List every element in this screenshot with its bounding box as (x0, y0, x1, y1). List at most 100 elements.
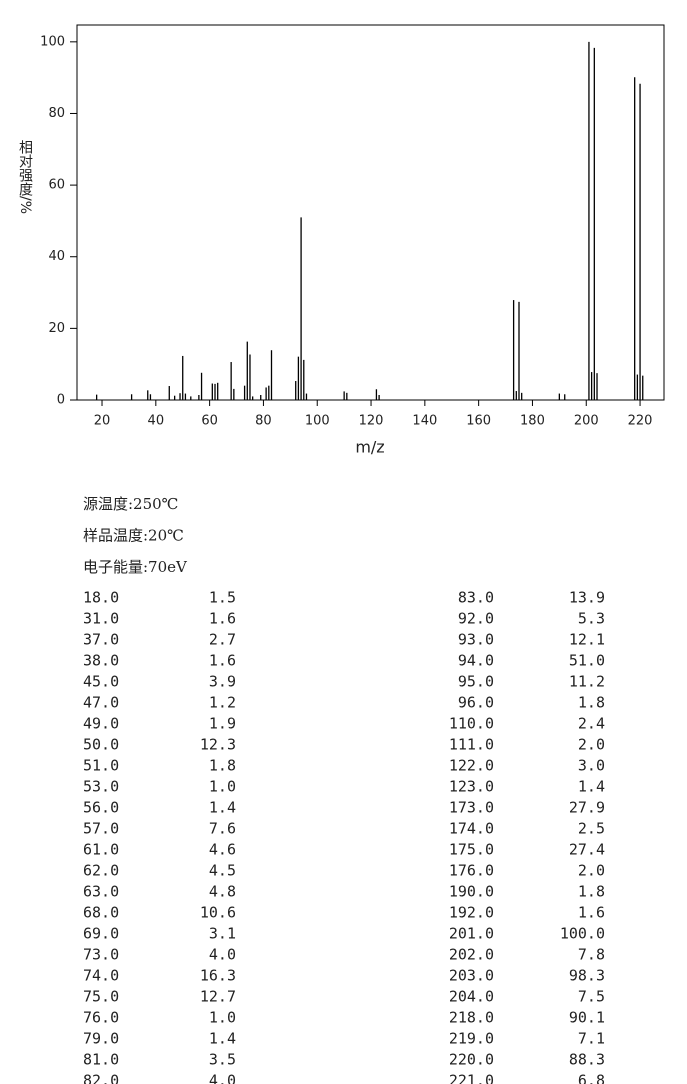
mz-cell: 176.0 (449, 862, 494, 880)
mz-cell: 76.0 (83, 1009, 119, 1027)
intensity-cell: 90.1 (569, 1009, 605, 1027)
intensity-cell: 1.8 (578, 694, 605, 712)
intensity-cell: 5.3 (578, 610, 605, 628)
mz-cell: 173.0 (449, 799, 494, 817)
mz-cell: 51.0 (83, 757, 119, 775)
intensity-cell: 27.9 (569, 799, 605, 817)
mz-cell: 69.0 (83, 925, 119, 943)
intensity-cell: 2.0 (578, 862, 605, 880)
info-line: 源温度:250℃ (83, 495, 178, 513)
mz-cell: 201.0 (449, 925, 494, 943)
intensity-cell: 13.9 (569, 589, 605, 607)
mz-cell: 203.0 (449, 967, 494, 985)
intensity-cell: 3.9 (209, 673, 236, 691)
intensity-cell: 2.0 (578, 736, 605, 754)
intensity-cell: 7.1 (578, 1030, 605, 1048)
x-tick-label: 80 (255, 414, 272, 429)
mz-cell: 122.0 (449, 757, 494, 775)
intensity-cell: 2.7 (209, 631, 236, 649)
y-tick-label: 0 (57, 393, 65, 408)
mz-cell: 18.0 (83, 589, 119, 607)
y-tick-label: 20 (48, 321, 65, 336)
intensity-cell: 7.8 (578, 946, 605, 964)
mz-cell: 190.0 (449, 883, 494, 901)
x-tick-label: 200 (574, 414, 599, 429)
intensity-cell: 11.2 (569, 673, 605, 691)
mz-cell: 68.0 (83, 904, 119, 922)
intensity-cell: 12.1 (569, 631, 605, 649)
intensity-cell: 16.3 (200, 967, 236, 985)
mz-cell: 94.0 (458, 652, 494, 670)
mz-cell: 50.0 (83, 736, 119, 754)
mz-cell: 123.0 (449, 778, 494, 796)
mz-cell: 37.0 (83, 631, 119, 649)
mz-cell: 49.0 (83, 715, 119, 733)
mz-cell: 82.0 (83, 1072, 119, 1084)
intensity-cell: 2.4 (578, 715, 605, 733)
intensity-cell: 51.0 (569, 652, 605, 670)
intensity-cell: 1.0 (209, 778, 236, 796)
intensity-cell: 1.4 (209, 1030, 236, 1048)
intensity-cell: 7.6 (209, 820, 236, 838)
intensity-cell: 1.6 (578, 904, 605, 922)
intensity-cell: 3.1 (209, 925, 236, 943)
mz-cell: 56.0 (83, 799, 119, 817)
x-tick-label: 220 (628, 414, 653, 429)
intensity-cell: 4.5 (209, 862, 236, 880)
x-tick-label: 20 (94, 414, 111, 429)
x-axis-label: m/z (355, 438, 384, 457)
mz-cell: 93.0 (458, 631, 494, 649)
mz-cell: 111.0 (449, 736, 494, 754)
intensity-cell: 1.5 (209, 589, 236, 607)
intensity-cell: 27.4 (569, 841, 605, 859)
x-tick-label: 180 (520, 414, 545, 429)
intensity-cell: 2.5 (578, 820, 605, 838)
plot-frame (76, 24, 665, 401)
intensity-cell: 88.3 (569, 1051, 605, 1069)
mz-cell: 62.0 (83, 862, 119, 880)
mz-cell: 218.0 (449, 1009, 494, 1027)
x-tick-label: 160 (466, 414, 491, 429)
mz-cell: 45.0 (83, 673, 119, 691)
intensity-cell: 12.7 (200, 988, 236, 1006)
intensity-cell: 4.6 (209, 841, 236, 859)
y-axis-label: 相对强度/% (17, 140, 33, 214)
x-tick-label: 140 (412, 414, 437, 429)
info-line: 样品温度:20℃ (83, 527, 184, 545)
intensity-cell: 1.4 (209, 799, 236, 817)
intensity-cell: 7.5 (578, 988, 605, 1006)
mz-cell: 53.0 (83, 778, 119, 796)
intensity-cell: 1.0 (209, 1009, 236, 1027)
mz-cell: 92.0 (458, 610, 494, 628)
mz-cell: 221.0 (449, 1072, 494, 1084)
mz-cell: 73.0 (83, 946, 119, 964)
mz-cell: 202.0 (449, 946, 494, 964)
y-tick-label: 100 (40, 34, 65, 49)
info-line: 电子能量:70eV (83, 558, 188, 576)
mz-cell: 174.0 (449, 820, 494, 838)
mz-cell: 74.0 (83, 967, 119, 985)
mz-cell: 38.0 (83, 652, 119, 670)
intensity-cell: 4.0 (209, 946, 236, 964)
mz-cell: 219.0 (449, 1030, 494, 1048)
mz-cell: 204.0 (449, 988, 494, 1006)
mz-cell: 31.0 (83, 610, 119, 628)
x-tick-label: 100 (305, 414, 330, 429)
y-tick-label: 80 (48, 106, 65, 121)
intensity-cell: 98.3 (569, 967, 605, 985)
mz-cell: 83.0 (458, 589, 494, 607)
y-tick-label: 60 (48, 178, 65, 193)
mz-cell: 110.0 (449, 715, 494, 733)
mz-cell: 61.0 (83, 841, 119, 859)
intensity-cell: 1.8 (578, 883, 605, 901)
intensity-cell: 4.0 (209, 1072, 236, 1084)
mz-cell: 75.0 (83, 988, 119, 1006)
intensity-cell: 1.6 (209, 652, 236, 670)
x-tick-label: 60 (201, 414, 218, 429)
mz-cell: 95.0 (458, 673, 494, 691)
mz-cell: 47.0 (83, 694, 119, 712)
mz-cell: 81.0 (83, 1051, 119, 1069)
intensity-cell: 3.0 (578, 757, 605, 775)
intensity-cell: 10.6 (200, 904, 236, 922)
